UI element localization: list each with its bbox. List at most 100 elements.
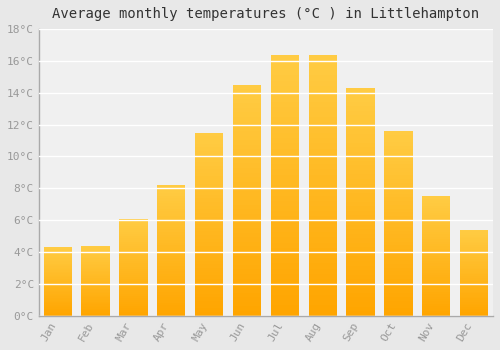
Bar	[82, 281, 110, 282]
Bar	[346, 111, 375, 115]
Bar	[44, 266, 72, 268]
Bar	[233, 122, 261, 126]
Bar	[44, 287, 72, 288]
Bar	[460, 290, 488, 292]
Bar	[460, 309, 488, 310]
Bar	[82, 256, 110, 257]
Bar	[157, 289, 186, 292]
Bar	[346, 170, 375, 175]
Bar	[119, 273, 148, 275]
Bar	[270, 196, 299, 201]
Bar	[460, 245, 488, 247]
Bar	[157, 203, 186, 206]
Bar	[460, 295, 488, 297]
Bar	[384, 264, 412, 268]
Bar	[119, 252, 148, 253]
Bar	[195, 220, 224, 224]
Bar	[233, 94, 261, 99]
Bar	[460, 254, 488, 256]
Bar	[460, 314, 488, 316]
Bar	[119, 283, 148, 285]
Bar	[195, 304, 224, 308]
Bar	[195, 253, 224, 257]
Bar	[384, 138, 412, 142]
Bar	[460, 299, 488, 300]
Bar	[82, 251, 110, 253]
Bar	[82, 312, 110, 313]
Bar	[346, 161, 375, 166]
Bar	[346, 102, 375, 106]
Bar	[308, 248, 337, 253]
Bar	[346, 202, 375, 206]
Bar	[422, 270, 450, 273]
Bar	[308, 148, 337, 154]
Bar	[308, 305, 337, 310]
Bar	[308, 80, 337, 86]
Bar	[233, 256, 261, 260]
Bar	[44, 283, 72, 284]
Bar	[270, 70, 299, 75]
Bar	[82, 304, 110, 306]
Bar	[308, 117, 337, 122]
Bar	[422, 208, 450, 211]
Bar	[384, 242, 412, 245]
Bar	[384, 308, 412, 312]
Bar	[422, 304, 450, 306]
Bar	[119, 238, 148, 240]
Bar	[270, 96, 299, 102]
Bar	[270, 211, 299, 216]
Bar	[270, 206, 299, 211]
Bar	[233, 186, 261, 191]
Bar	[422, 251, 450, 253]
Bar	[195, 209, 224, 213]
Bar	[82, 290, 110, 292]
Bar	[82, 275, 110, 276]
Bar	[82, 271, 110, 272]
Bar	[157, 214, 186, 216]
Bar	[119, 267, 148, 269]
Bar	[44, 314, 72, 316]
Bar	[233, 154, 261, 159]
Bar	[422, 211, 450, 213]
Bar	[308, 112, 337, 117]
Bar	[346, 243, 375, 247]
Bar	[460, 276, 488, 278]
Bar	[195, 246, 224, 250]
Bar	[422, 282, 450, 285]
Bar	[346, 152, 375, 156]
Bar	[233, 246, 261, 251]
Bar	[44, 298, 72, 299]
Bar	[119, 263, 148, 265]
Bar	[422, 266, 450, 268]
Bar	[384, 297, 412, 301]
Bar	[460, 300, 488, 302]
Bar	[270, 91, 299, 96]
Bar	[44, 307, 72, 309]
Bar	[119, 242, 148, 244]
Bar	[346, 225, 375, 229]
Bar	[157, 224, 186, 227]
Bar	[195, 188, 224, 191]
Bar	[233, 145, 261, 149]
Bar	[157, 206, 186, 209]
Bar	[346, 252, 375, 257]
Bar	[157, 305, 186, 308]
Bar	[460, 281, 488, 283]
Bar	[346, 275, 375, 279]
Bar	[460, 297, 488, 299]
Bar	[384, 175, 412, 179]
Bar	[346, 106, 375, 111]
Bar	[422, 241, 450, 244]
Bar	[119, 248, 148, 250]
Bar	[195, 213, 224, 217]
Bar	[233, 140, 261, 145]
Bar	[384, 168, 412, 172]
Bar	[44, 276, 72, 277]
Bar	[308, 159, 337, 164]
Bar	[195, 264, 224, 268]
Bar	[308, 75, 337, 80]
Bar	[82, 302, 110, 303]
Bar	[119, 256, 148, 257]
Bar	[195, 176, 224, 180]
Bar	[422, 306, 450, 308]
